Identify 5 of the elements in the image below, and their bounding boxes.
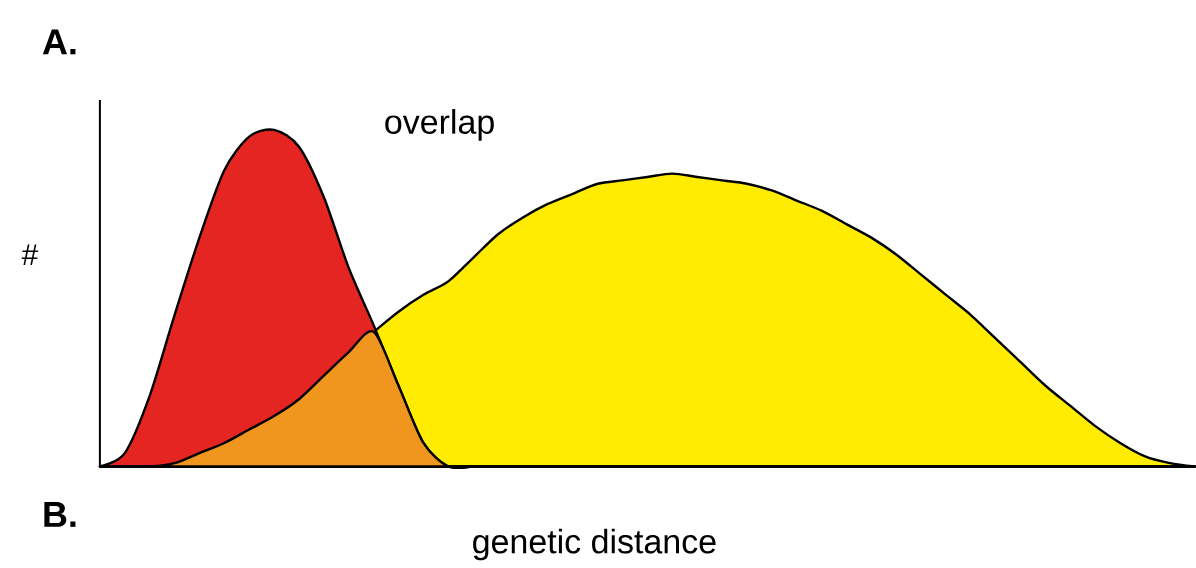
text: B. (44, 501, 76, 527)
y-axis-title: # (21, 244, 39, 265)
text: A. (42, 29, 76, 55)
x-axis-title: genetic distance (473, 528, 716, 561)
annotation: overlap (385, 108, 494, 141)
